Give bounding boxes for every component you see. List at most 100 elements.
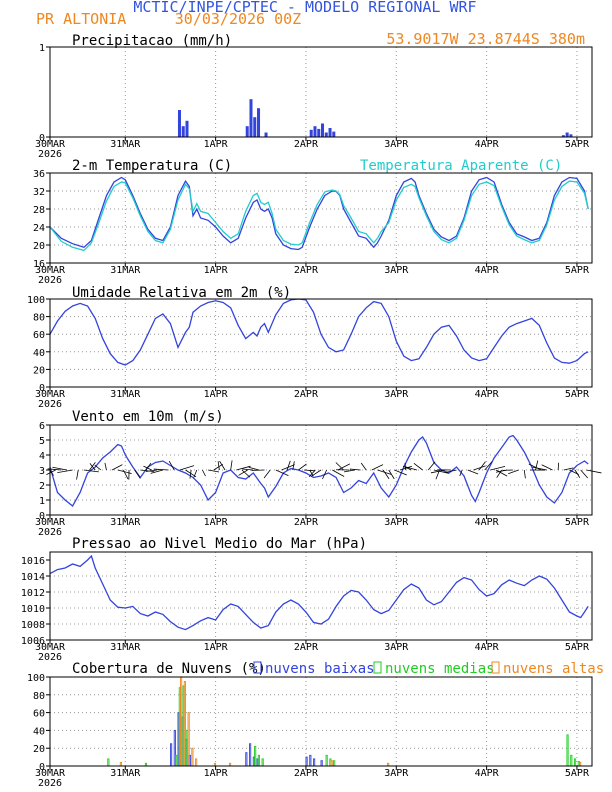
wind-arrow <box>405 466 418 471</box>
bar-precipitacao <box>249 99 253 137</box>
wind-arrow <box>89 463 96 471</box>
wind-arrow <box>46 469 56 475</box>
year-label: 2026 <box>38 652 62 663</box>
x-tick-label: 5APR <box>565 517 590 528</box>
x-tick-label: 5APR <box>565 389 590 400</box>
y-tick-label: 0 <box>39 511 45 522</box>
y-tick-label: 0 <box>39 762 45 773</box>
bar-precipitacao <box>181 126 185 137</box>
bar-nuvens-altas <box>183 681 186 767</box>
panel-3: 0 1 2 3 4 5 6 30MAR 31MAR 1APR 2APR 3APR 4APR 5APR 202… <box>35 421 602 538</box>
wind-arrow <box>427 461 436 471</box>
panel-frame <box>49 298 593 388</box>
x-tick-label: 4APR <box>475 642 500 653</box>
x-tick-label: 3APR <box>384 389 409 400</box>
legend-box-medias <box>373 661 382 674</box>
y-tick-label: 3 <box>39 466 45 477</box>
bar-nuvens-medias <box>566 734 569 767</box>
wind-arrow <box>217 461 220 471</box>
bar-nuvens-altas <box>195 758 198 767</box>
x-tick-label: 3APR <box>384 517 409 528</box>
wind-arrow <box>413 462 423 471</box>
x-tick-label: 31MAR <box>110 389 141 400</box>
x-tick-label: 4APR <box>475 139 500 150</box>
x-tick-label: 4APR <box>475 265 500 276</box>
bar-nuvens-altas <box>191 747 194 767</box>
bar-nuvens-medias <box>333 760 336 767</box>
panel-0: 0 1 30MAR 31MAR 1APR 2APR 3APR 4APR 5APR 2026 <box>35 43 593 160</box>
bar-precipitacao <box>317 128 321 137</box>
bar-precipitacao <box>177 110 181 137</box>
bar-nuvens-medias <box>570 754 573 767</box>
bar-nuvens-baixas <box>313 758 316 767</box>
bar-nuvens-baixas <box>309 754 312 767</box>
y-tick-label: 6 <box>39 421 45 432</box>
panel-frame <box>49 172 593 264</box>
bar-precipitacao <box>561 135 565 137</box>
wind-arrow <box>343 469 355 473</box>
wind-arrow <box>236 465 251 471</box>
wind-arrow <box>337 463 351 471</box>
x-tick-label: 3APR <box>384 139 409 150</box>
wind-arrow <box>478 461 486 471</box>
series-line-umidade <box>49 298 589 366</box>
series-line-temperatura-aparente <box>49 180 589 252</box>
wind-arrow <box>94 464 102 471</box>
wind-arrow <box>335 462 344 471</box>
x-tick-label: 3APR <box>384 768 409 779</box>
wind-arrow <box>49 469 54 476</box>
x-tick-label: 5APR <box>565 642 590 653</box>
bar-nuvens-medias <box>325 754 328 767</box>
wind-arrow <box>495 469 508 477</box>
bar-nuvens-altas <box>180 676 183 767</box>
wind-arrow <box>286 460 291 471</box>
bar-precipitacao <box>185 120 189 137</box>
bar-precipitacao <box>324 132 328 137</box>
y-tick-label: 28 <box>33 205 45 216</box>
legend-box-baixas <box>253 661 262 674</box>
wind-arrow <box>104 462 107 471</box>
x-tick-label: 2APR <box>294 517 319 528</box>
wind-arrow <box>349 468 361 471</box>
bar-nuvens-altas <box>579 761 582 767</box>
x-tick-label: 30MAR <box>35 139 66 150</box>
wind-arrow <box>308 469 316 478</box>
legend-nuvens-medias: nuvens medias <box>385 661 495 677</box>
bar-precipitacao <box>253 117 257 137</box>
bar-nuvens-medias <box>573 758 577 767</box>
x-tick-label: 2APR <box>294 768 319 779</box>
title-nuvens: Cobertura de Nuvens (%) <box>72 661 266 677</box>
year-label: 2026 <box>38 149 62 160</box>
y-tick-label: 1014 <box>21 572 45 583</box>
bar-nuvens-medias <box>107 758 110 767</box>
bar-nuvens-medias <box>175 754 178 767</box>
y-tick-label: 1006 <box>21 636 45 647</box>
title-temperatura: 2-m Temperatura (C) <box>72 158 232 174</box>
x-tick-label: 1APR <box>204 139 229 150</box>
x-tick-label: 2APR <box>294 265 319 276</box>
wind-arrow <box>322 469 328 480</box>
year-label: 2026 <box>38 399 62 410</box>
wind-arrow <box>219 460 226 471</box>
header-coords: 53.9017W 23.8744S 380m <box>386 30 585 48</box>
y-tick-label: 36 <box>33 169 45 180</box>
wind-arrow <box>202 469 206 477</box>
wind-arrow <box>193 469 198 478</box>
x-tick-label: 30MAR <box>35 389 66 400</box>
bar-nuvens-altas <box>330 760 333 767</box>
wind-arrow <box>523 469 526 479</box>
bar-precipitacao <box>565 132 569 137</box>
series-line-pressao <box>49 554 589 631</box>
wind-arrow <box>145 462 152 471</box>
bar-nuvens-baixas <box>169 743 173 767</box>
wind-arrow <box>153 468 169 471</box>
y-tick-label: 4 <box>39 451 45 462</box>
x-tick-label: 1APR <box>204 517 229 528</box>
wind-arrow <box>189 469 192 479</box>
x-tick-label: 31MAR <box>110 265 141 276</box>
wind-arrow <box>150 469 164 474</box>
bar-nuvens-altas <box>119 761 122 767</box>
y-tick-label: 16 <box>33 259 45 270</box>
bar-nuvens-baixas <box>305 756 308 767</box>
